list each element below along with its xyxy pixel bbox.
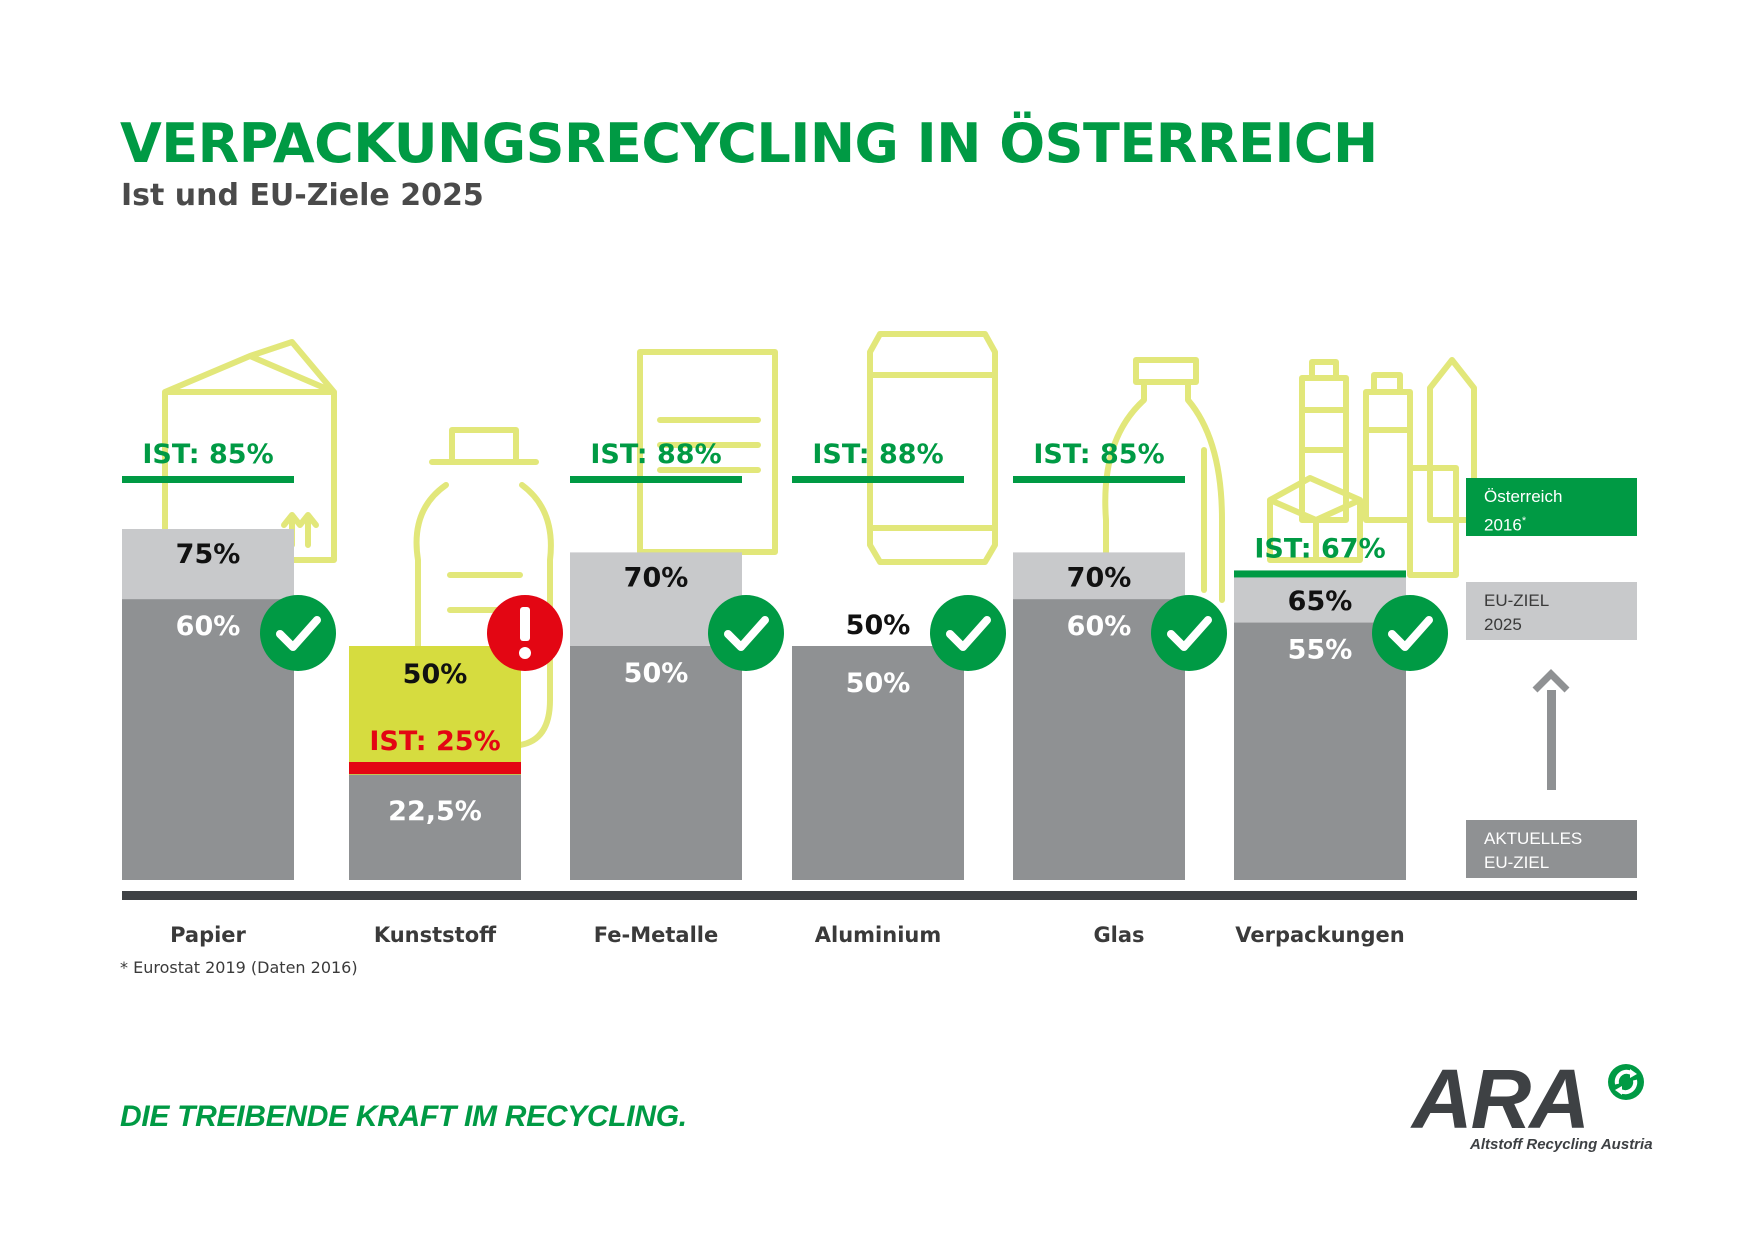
page-title: VERPACKUNGSRECYCLING IN ÖSTERREICH bbox=[120, 112, 1378, 175]
icons-layer bbox=[162, 331, 1477, 748]
page-subtitle: Ist und EU-Ziele 2025 bbox=[121, 178, 484, 213]
category-label-glas: Glas bbox=[1093, 923, 1144, 947]
checkmark-icon bbox=[1372, 595, 1448, 671]
ist-label-papier: IST: 85% bbox=[142, 439, 273, 470]
ist-line-kunststoff bbox=[349, 762, 521, 774]
value-label-current-papier: 60% bbox=[176, 611, 241, 642]
mixed-packaging-icon bbox=[1267, 357, 1477, 578]
bar-group-papier bbox=[122, 529, 294, 880]
category-label-fe-metalle: Fe-Metalle bbox=[594, 923, 718, 947]
value-label-2025-glas: 70% bbox=[1067, 562, 1132, 593]
ist-label-glas: IST: 85% bbox=[1033, 439, 1164, 470]
value-label-2025-aluminium: 50% bbox=[846, 610, 911, 641]
checkmark-icon bbox=[1151, 595, 1227, 671]
ist-line-aluminium bbox=[792, 476, 964, 483]
bar-group-aluminium bbox=[792, 646, 964, 880]
checkmark-icon bbox=[708, 595, 784, 671]
legend-current-eu-target: AKTUELLES EU-ZIEL bbox=[1466, 820, 1637, 878]
ist-label-kunststoff: IST: 25% bbox=[369, 726, 500, 757]
x-axis-baseline bbox=[122, 891, 1637, 900]
legend-eu-line2: 2025 bbox=[1484, 615, 1522, 634]
value-label-2025-papier: 75% bbox=[176, 539, 241, 570]
value-label-current-kunststoff: 22,5% bbox=[388, 796, 482, 827]
legend-austria-2016: Österreich 2016* bbox=[1466, 478, 1637, 536]
category-label-papier: Papier bbox=[170, 923, 246, 947]
ist-line-glas bbox=[1013, 476, 1185, 483]
category-label-verpackungen: Verpackungen bbox=[1235, 923, 1404, 947]
labels-layer: IST: 85% IST: 25% IST: 88% IST: 88% IST: 85%… bbox=[122, 439, 1637, 947]
bar-current-eu-target bbox=[570, 646, 742, 880]
legend-eu-line1: EU-ZIEL bbox=[1484, 591, 1550, 610]
warning-icon bbox=[487, 595, 563, 671]
legend-austria-footnote-mark: * bbox=[1521, 515, 1527, 527]
slogan: DIE TREIBENDE KRAFT IM RECYCLING. bbox=[120, 1100, 687, 1133]
category-label-aluminium: Aluminium bbox=[815, 923, 941, 947]
value-label-current-verpackungen: 55% bbox=[1288, 635, 1353, 666]
value-label-current-fe-metalle: 50% bbox=[624, 658, 689, 689]
checkmark-icon bbox=[260, 595, 336, 671]
bar-current-eu-target bbox=[1234, 622, 1406, 880]
beverage-can-icon bbox=[867, 331, 998, 565]
legend-layer bbox=[1532, 669, 1570, 790]
bars-layer bbox=[122, 529, 1406, 880]
ist-label-aluminium: IST: 88% bbox=[812, 439, 943, 470]
ist-label-verpackungen: IST: 67% bbox=[1254, 533, 1385, 564]
bar-group-glas bbox=[1013, 552, 1185, 880]
ara-logo: ARA Altstoff Recycling Austria bbox=[1408, 1054, 1653, 1160]
value-label-2025-kunststoff: 50% bbox=[403, 659, 468, 690]
bar-current-eu-target bbox=[792, 646, 964, 880]
glass-bottle-icon bbox=[1102, 357, 1225, 603]
ist-line-papier bbox=[122, 476, 294, 483]
recycle-icon bbox=[1608, 1064, 1644, 1100]
bar-current-eu-target bbox=[349, 774, 521, 880]
value-label-current-aluminium: 50% bbox=[846, 668, 911, 699]
logo-subtitle: Altstoff Recycling Austria bbox=[1470, 1136, 1653, 1153]
legend-current-line2: EU-ZIEL bbox=[1484, 853, 1550, 872]
checkmark-icon bbox=[930, 595, 1006, 671]
legend-eu-target-2025: EU-ZIEL 2025 bbox=[1466, 582, 1637, 640]
legend-austria-line2: 2016 bbox=[1484, 515, 1522, 535]
arrow-up-icon bbox=[1532, 669, 1570, 790]
value-label-2025-fe-metalle: 70% bbox=[624, 562, 689, 593]
footnote: * Eurostat 2019 (Daten 2016) bbox=[120, 958, 358, 977]
bar-group-fe-metalle bbox=[570, 552, 742, 880]
value-label-current-glas: 60% bbox=[1067, 611, 1132, 642]
logo-wordmark: ARA bbox=[1412, 1052, 1590, 1146]
ist-label-fe-metalle: IST: 88% bbox=[590, 439, 721, 470]
legend-austria-line1: Österreich bbox=[1484, 487, 1563, 506]
ist-line-verpackungen bbox=[1234, 570, 1406, 578]
ist-line-fe-metalle bbox=[570, 476, 742, 483]
legend-current-line1: AKTUELLES bbox=[1484, 829, 1583, 848]
category-label-kunststoff: Kunststoff bbox=[374, 923, 497, 947]
value-label-2025-verpackungen: 65% bbox=[1288, 586, 1353, 617]
food-can-icon bbox=[637, 349, 778, 555]
